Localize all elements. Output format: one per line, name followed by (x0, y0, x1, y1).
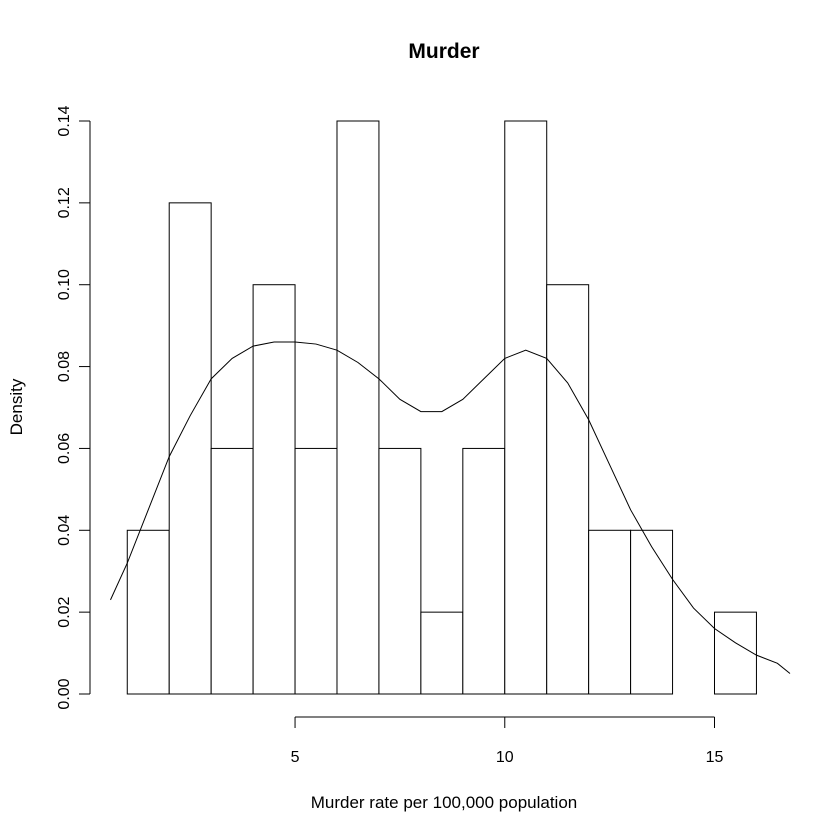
histogram-bars (126, 120, 757, 695)
y-tick-label: 0.00 (56, 678, 73, 709)
histogram-bar (168, 202, 212, 695)
y-tick-label: 0.14 (56, 105, 73, 136)
y-tick-label: 0.04 (56, 515, 73, 546)
density-curve (110, 341, 791, 674)
x-tick-label: 15 (706, 749, 724, 766)
histogram-bar (630, 529, 674, 695)
y-axis: 0.00 0.02 0.04 0.06 0.08 0.10 0.12 0.14 (56, 105, 91, 710)
histogram-bar (462, 447, 506, 695)
y-tick-label: 0.06 (56, 433, 73, 464)
histogram-bar (378, 447, 422, 695)
histogram-bar (588, 529, 632, 695)
histogram-bar (504, 120, 548, 695)
histogram-bar (336, 120, 380, 695)
histogram-bar (713, 611, 757, 695)
histogram-bar (210, 447, 254, 695)
x-axis-label: Murder rate per 100,000 population (311, 793, 578, 812)
y-tick-label: 0.02 (56, 596, 73, 627)
y-axis-label: Density (7, 378, 26, 435)
y-tick-label: 0.12 (56, 187, 73, 218)
chart-title: Murder (408, 40, 479, 63)
histogram-bar (420, 611, 464, 695)
histogram-bar (252, 284, 296, 695)
x-tick-label: 10 (496, 749, 514, 766)
y-tick-label: 0.10 (56, 269, 73, 300)
histogram-bar (126, 529, 170, 695)
x-axis: 5 10 15 (291, 716, 724, 766)
x-tick-label: 5 (291, 749, 300, 766)
histogram-bar (294, 447, 338, 695)
y-tick-label: 0.08 (56, 351, 73, 382)
histogram-bar (546, 284, 590, 695)
